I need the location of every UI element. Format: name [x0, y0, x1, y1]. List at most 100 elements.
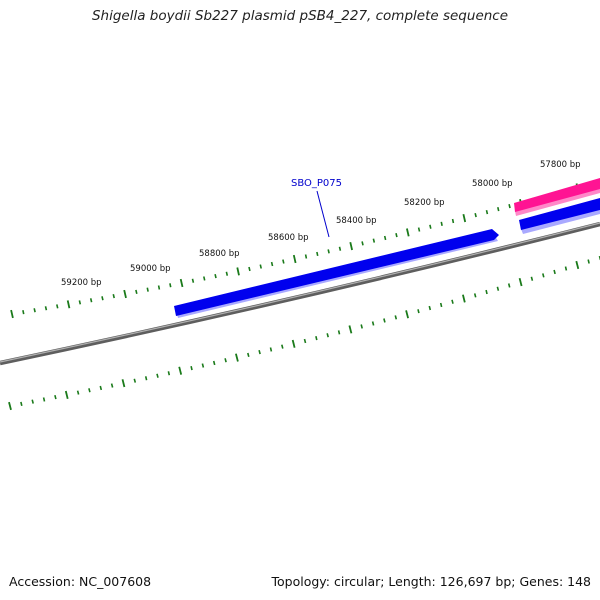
inner-tick-3: [42, 397, 46, 402]
accession-text: Accession: NC_007608: [9, 574, 152, 589]
outer-tick-4: [56, 304, 59, 309]
outer-tick-22: [259, 264, 262, 269]
ruler-label-59200: 59200 bp: [61, 278, 102, 288]
sequence-info-text: Topology: circular; Length: 126,697 bp; …: [271, 574, 592, 589]
inner-tick-13: [156, 373, 159, 378]
outer-tick-1: [22, 310, 25, 315]
inner-tick-42: [485, 289, 488, 295]
inner-tick-10: [121, 379, 126, 388]
inner-tick-35: [405, 310, 409, 319]
ruler-label-58000: 58000 bp: [472, 179, 513, 189]
outer-tick-19: [225, 271, 229, 276]
outer-tick-26: [304, 254, 308, 259]
inner-tick-47: [542, 273, 545, 278]
outer-tick-41: [474, 213, 477, 218]
inner-tick-21: [247, 352, 250, 358]
inner-tick-31: [360, 324, 363, 329]
inner-tick-20: [235, 353, 239, 362]
inner-tick-11: [133, 378, 137, 383]
inner-tick-19: [224, 358, 227, 363]
ruler-label-58400: 58400 bp: [336, 216, 377, 226]
inner-tick-7: [88, 388, 91, 393]
inner-tick-50: [575, 260, 580, 270]
ruler-label-58200: 58200 bp: [404, 198, 445, 208]
inner-tick-39: [451, 299, 454, 304]
inner-tick-14: [167, 371, 171, 376]
inner-tick-8: [99, 385, 103, 391]
inner-tick-17: [201, 363, 205, 368]
inner-tick-43: [496, 286, 500, 291]
outer-tick-11: [135, 289, 138, 294]
inner-tick-34: [394, 315, 398, 320]
inner-tick-16: [190, 366, 193, 371]
gene-reverse-right[interactable]: [514, 178, 600, 216]
outer-tick-32: [372, 238, 376, 243]
outer-tick-13: [157, 285, 161, 290]
inner-tick-22: [258, 350, 261, 355]
inner-tick-29: [337, 330, 341, 335]
outer-tick-14: [169, 283, 172, 288]
inner-tick-9: [110, 383, 114, 388]
gene-forward-right[interactable]: [519, 198, 600, 234]
outer-tick-27: [316, 251, 319, 257]
ruler-label-57800: 57800 bp: [540, 160, 581, 170]
outer-tick-10: [123, 289, 127, 299]
inner-tick-ring: [8, 255, 600, 411]
outer-tick-7: [89, 298, 93, 303]
inner-tick-28: [326, 333, 329, 338]
gene-label-sbo-p075[interactable]: SBO_P075: [291, 178, 342, 189]
outer-tick-0: [10, 309, 14, 319]
outer-tick-17: [203, 276, 206, 281]
inner-tick-41: [473, 293, 477, 298]
outer-tick-16: [191, 278, 195, 283]
ruler-label-58600: 58600 bp: [268, 233, 309, 243]
outer-tick-43: [497, 207, 500, 212]
outer-tick-18: [214, 274, 217, 279]
inner-tick-26: [303, 338, 307, 344]
inner-tick-4: [54, 395, 57, 400]
inner-tick-27: [315, 336, 318, 341]
ruler-label-58800: 58800 bp: [199, 249, 240, 259]
sequence-backbone: [0, 221, 600, 366]
inner-tick-30: [348, 325, 353, 334]
outer-tick-35: [406, 228, 410, 237]
outer-tick-5: [66, 300, 71, 309]
gene-sbo-p075[interactable]: [174, 229, 499, 318]
inner-tick-5: [64, 390, 69, 400]
inner-tick-23: [269, 347, 273, 352]
inner-tick-32: [371, 321, 375, 326]
outer-tick-34: [395, 233, 398, 238]
outer-tick-9: [112, 294, 115, 299]
outer-tick-21: [248, 266, 251, 272]
outer-tick-30: [349, 241, 353, 251]
outer-tick-36: [417, 227, 421, 232]
inner-tick-44: [507, 283, 511, 288]
inner-tick-46: [530, 276, 534, 281]
inner-tick-15: [178, 366, 183, 375]
sequence-backbone-highlight: [0, 222, 600, 363]
map-title: Shigella boydii Sb227 plasmid pSB4_227, …: [91, 8, 509, 24]
outer-tick-8: [101, 296, 104, 301]
inner-tick-51: [587, 259, 590, 264]
outer-tick-44: [508, 204, 511, 209]
outer-tick-33: [383, 235, 387, 241]
inner-tick-6: [76, 390, 80, 395]
inner-tick-2: [31, 399, 34, 404]
outer-tick-15: [179, 278, 184, 288]
outer-tick-20: [236, 267, 240, 276]
outer-tick-37: [429, 224, 432, 229]
outer-tick-29: [338, 246, 342, 251]
inner-tick-37: [428, 305, 432, 311]
inner-tick-1: [20, 401, 23, 406]
inner-tick-45: [518, 277, 523, 287]
outer-tick-24: [282, 259, 285, 264]
outer-tick-12: [146, 287, 149, 292]
outer-tick-38: [440, 221, 443, 226]
outer-tick-25: [292, 254, 297, 264]
inner-tick-48: [553, 269, 556, 275]
outer-tick-40: [462, 213, 467, 223]
inner-tick-33: [383, 318, 386, 323]
outer-tick-3: [44, 306, 48, 311]
outer-tick-23: [270, 261, 274, 267]
